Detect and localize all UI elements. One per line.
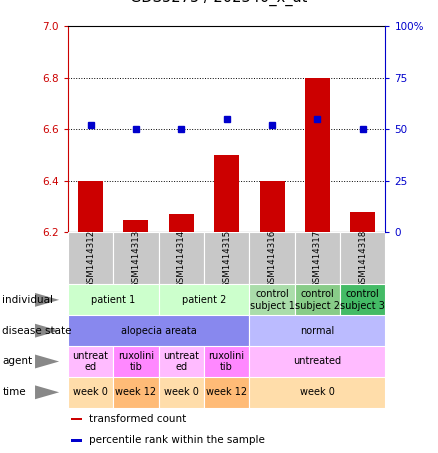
Bar: [340, 232, 385, 284]
Text: percentile rank within the sample: percentile rank within the sample: [89, 435, 265, 445]
Bar: [78, 181, 103, 232]
Bar: [295, 232, 340, 284]
Bar: [214, 155, 239, 232]
Text: untreated: untreated: [293, 357, 342, 366]
Bar: [71, 439, 82, 442]
Bar: [113, 377, 159, 408]
Text: untreat
ed: untreat ed: [163, 351, 199, 372]
Text: alopecia areata: alopecia areata: [121, 326, 197, 336]
Bar: [169, 214, 194, 232]
Bar: [68, 315, 249, 346]
Text: week 0: week 0: [300, 387, 335, 397]
Bar: [305, 78, 330, 232]
Bar: [340, 284, 385, 315]
Bar: [159, 377, 204, 408]
Text: control
subject 1: control subject 1: [250, 289, 294, 311]
Text: week 0: week 0: [73, 387, 108, 397]
Text: time: time: [2, 387, 26, 397]
Bar: [159, 232, 204, 284]
Bar: [249, 232, 295, 284]
Bar: [204, 377, 249, 408]
Text: agent: agent: [2, 357, 32, 366]
Text: GSM1414315: GSM1414315: [222, 229, 231, 288]
Text: untreat
ed: untreat ed: [73, 351, 109, 372]
Text: GSM1414316: GSM1414316: [268, 229, 276, 288]
Text: patient 2: patient 2: [182, 295, 226, 305]
Text: week 0: week 0: [164, 387, 199, 397]
Polygon shape: [35, 386, 59, 399]
Text: ruxolini
tib: ruxolini tib: [118, 351, 154, 372]
Text: GSM1414317: GSM1414317: [313, 229, 322, 288]
Polygon shape: [35, 355, 59, 368]
Text: GSM1414312: GSM1414312: [86, 229, 95, 288]
Bar: [350, 212, 375, 232]
Text: disease state: disease state: [2, 326, 72, 336]
Polygon shape: [35, 324, 59, 337]
Bar: [68, 232, 113, 284]
Text: normal: normal: [300, 326, 335, 336]
Text: GSM1414313: GSM1414313: [131, 229, 141, 288]
Text: GSM1414314: GSM1414314: [177, 229, 186, 288]
Text: ruxolini
tib: ruxolini tib: [208, 351, 245, 372]
Text: transformed count: transformed count: [89, 414, 186, 424]
Bar: [249, 315, 385, 346]
Bar: [204, 232, 249, 284]
Bar: [68, 377, 113, 408]
Text: GDS5275 / 202340_x_at: GDS5275 / 202340_x_at: [131, 0, 307, 6]
Text: week 12: week 12: [115, 387, 156, 397]
Bar: [68, 346, 113, 377]
Text: control
subject 2: control subject 2: [295, 289, 340, 311]
Bar: [113, 346, 159, 377]
Polygon shape: [35, 293, 59, 307]
Bar: [113, 232, 159, 284]
Bar: [159, 284, 249, 315]
Bar: [295, 284, 340, 315]
Bar: [249, 377, 385, 408]
Bar: [124, 220, 148, 232]
Bar: [204, 346, 249, 377]
Bar: [68, 284, 159, 315]
Text: week 12: week 12: [206, 387, 247, 397]
Bar: [249, 346, 385, 377]
Bar: [249, 284, 295, 315]
Text: GSM1414318: GSM1414318: [358, 229, 367, 288]
Text: control
subject 3: control subject 3: [340, 289, 385, 311]
Bar: [71, 418, 82, 420]
Bar: [260, 181, 285, 232]
Text: individual: individual: [2, 295, 53, 305]
Bar: [159, 346, 204, 377]
Text: patient 1: patient 1: [91, 295, 135, 305]
